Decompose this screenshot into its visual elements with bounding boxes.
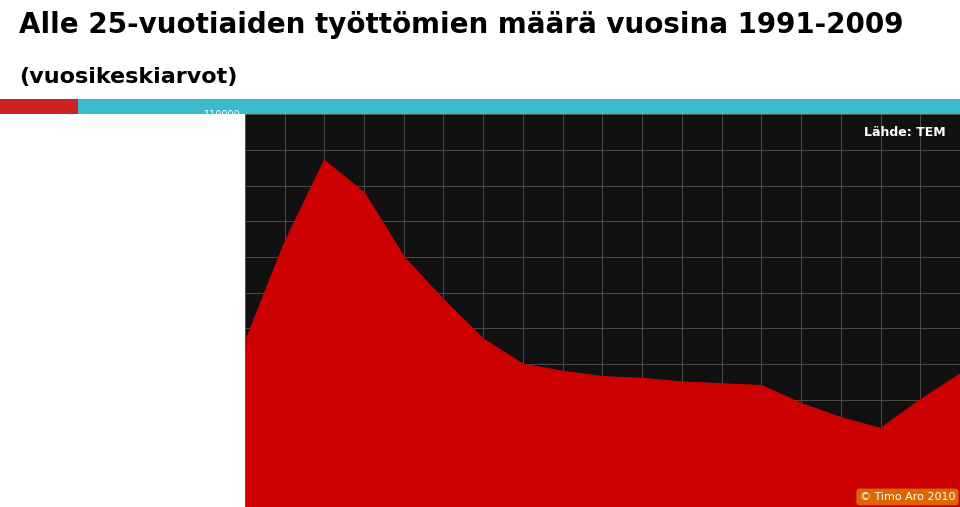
Text: (vuosikeskiarvot): (vuosikeskiarvot) [19, 67, 237, 87]
Bar [14, 138, 230, 484]
Text: - Nuorten työttömien
määrä alhaisimmillaan 22
000 hlöä vuonna 2007: - Nuorten työttömien määrä alhaisimmilla… [25, 291, 170, 331]
Text: Alle 25-vuotiaiden työttömien määrä vuosina 1991-2009: Alle 25-vuotiaiden työttömien määrä vuos… [19, 11, 903, 39]
Text: Lähde: TEM: Lähde: TEM [864, 126, 946, 139]
Text: © Timo Aro 2010: © Timo Aro 2010 [860, 492, 955, 502]
Text: - Nuorten työttömien
määrä nousi 37 200
hlöön 31.12.2009: - Nuorten työttömien määrä nousi 37 200 … [25, 409, 142, 448]
Text: - Vuoden 1993 lopussa
nuorten työttömien määrä
oli lähes 100 000 hlöä: - Vuoden 1993 lopussa nuorten työttömien… [25, 173, 173, 212]
Bar [0, 99, 79, 114]
